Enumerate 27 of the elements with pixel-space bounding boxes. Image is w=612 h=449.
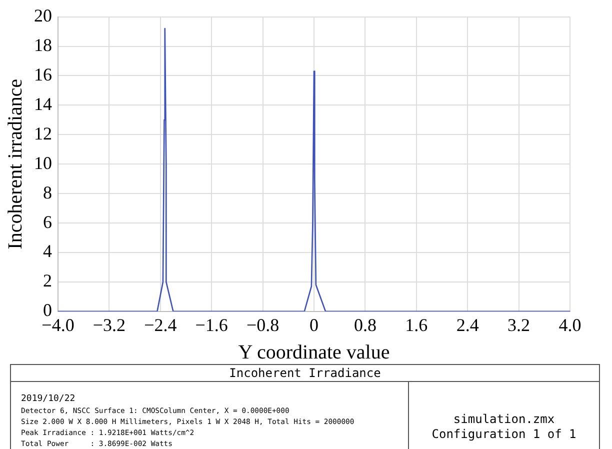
y-tick-label: 4 — [43, 241, 52, 262]
text: Configuration 1 of 1 — [430, 427, 578, 442]
y-tick-label: 12 — [34, 123, 52, 144]
x-tick-label: −0.8 — [246, 314, 280, 335]
x-tick-label: −3.2 — [92, 314, 126, 335]
y-tick-label: 6 — [43, 212, 52, 232]
text: 2019/10/22 — [21, 394, 76, 405]
y-tick-label: 10 — [34, 152, 52, 173]
x-tick-label: −1.6 — [195, 314, 228, 335]
x-tick-label: 3.2 — [508, 314, 530, 335]
text: simulation.zmx — [452, 412, 556, 427]
x-axis-title: Y coordinate value — [238, 341, 390, 364]
x-tick-label: 0.8 — [354, 314, 376, 335]
y-tick-label: 20 — [34, 6, 52, 26]
x-tick-label: 1.6 — [405, 314, 428, 335]
x-tick-label: 4.0 — [558, 314, 582, 335]
y-tick-label: 8 — [43, 182, 52, 202]
y-tick-label: 0 — [43, 300, 52, 320]
x-tick-label: 0 — [310, 314, 318, 335]
y-tick-label: 16 — [34, 64, 52, 84]
y-tick-label: 18 — [34, 34, 52, 55]
text: Incoherent Irradiance — [11, 365, 599, 382]
y-tick-label: 14 — [34, 94, 52, 114]
y-tick-label: 2 — [43, 270, 52, 291]
y-axis-title: Incoherent irradiance — [4, 78, 26, 250]
x-tick-label: −2.4 — [144, 314, 177, 335]
x-tick-label: 2.4 — [456, 314, 479, 335]
